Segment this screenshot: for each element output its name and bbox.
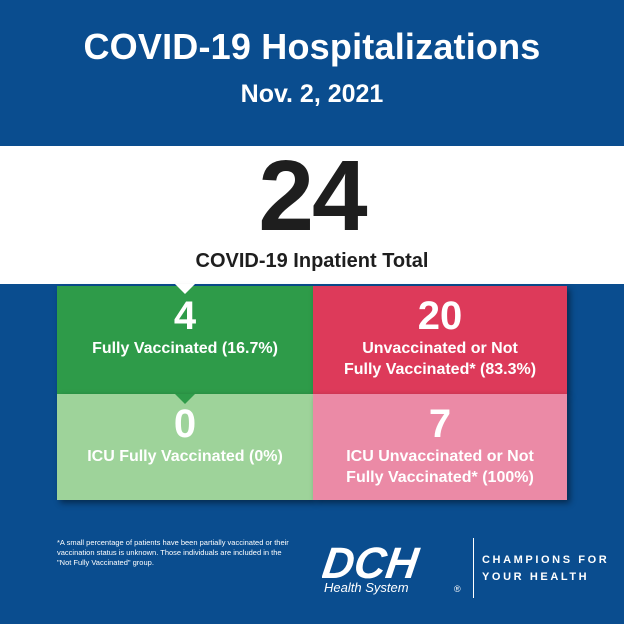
tagline-line1: CHAMPIONS FOR	[482, 554, 610, 566]
icu-fully-vaccinated-count: 0	[173, 402, 197, 446]
total-band	[0, 146, 624, 284]
dch-logo-letters: DCH	[322, 540, 422, 588]
report-date: Nov. 2, 2021	[240, 80, 384, 108]
icu-unvaccinated-label-line1: ICU Unvaccinated or Not	[346, 448, 534, 465]
brand-tagline: CHAMPIONS FOR YOUR HEALTH	[482, 552, 609, 586]
icu-fully-vaccinated-label: ICU Fully Vaccinated (0%)	[87, 448, 283, 465]
tagline-line2: YOUR HEALTH	[482, 571, 590, 583]
icu-unvaccinated-box: 7 ICU Unvaccinated or Not Fully Vaccinat…	[313, 394, 567, 500]
unvaccinated-label-line1: Unvaccinated or Not	[362, 340, 518, 357]
footnote: *A small percentage of patients have bee…	[57, 538, 289, 567]
unvaccinated-count: 20	[417, 294, 463, 338]
fully-vaccinated-count: 4	[173, 294, 197, 338]
callout-pointer-top	[175, 284, 195, 294]
registered-mark: ®	[454, 584, 461, 594]
fully-vaccinated-box: 4 Fully Vaccinated (16.7%)	[57, 286, 313, 394]
fully-vaccinated-label: Fully Vaccinated (16.7%)	[92, 340, 278, 357]
icu-unvaccinated-count: 7	[428, 402, 452, 446]
inpatient-total-value: 24	[258, 140, 367, 252]
unvaccinated-box: 20 Unvaccinated or Not Fully Vaccinated*…	[313, 286, 567, 394]
logo-divider	[473, 538, 474, 598]
icu-fully-vaccinated-box: 0 ICU Fully Vaccinated (0%)	[57, 394, 313, 500]
dch-logo-subtext: Health System	[324, 580, 409, 595]
page-title: COVID-19 Hospitalizations	[83, 26, 541, 67]
unvaccinated-label-line2: Fully Vaccinated* (83.3%)	[343, 361, 537, 378]
icu-unvaccinated-label-line2: Fully Vaccinated* (100%)	[346, 469, 534, 486]
dch-logo: DCH Health System ®	[322, 540, 461, 595]
inpatient-total-label: COVID-19 Inpatient Total	[195, 250, 429, 272]
callout-pointer-middle	[175, 394, 195, 404]
